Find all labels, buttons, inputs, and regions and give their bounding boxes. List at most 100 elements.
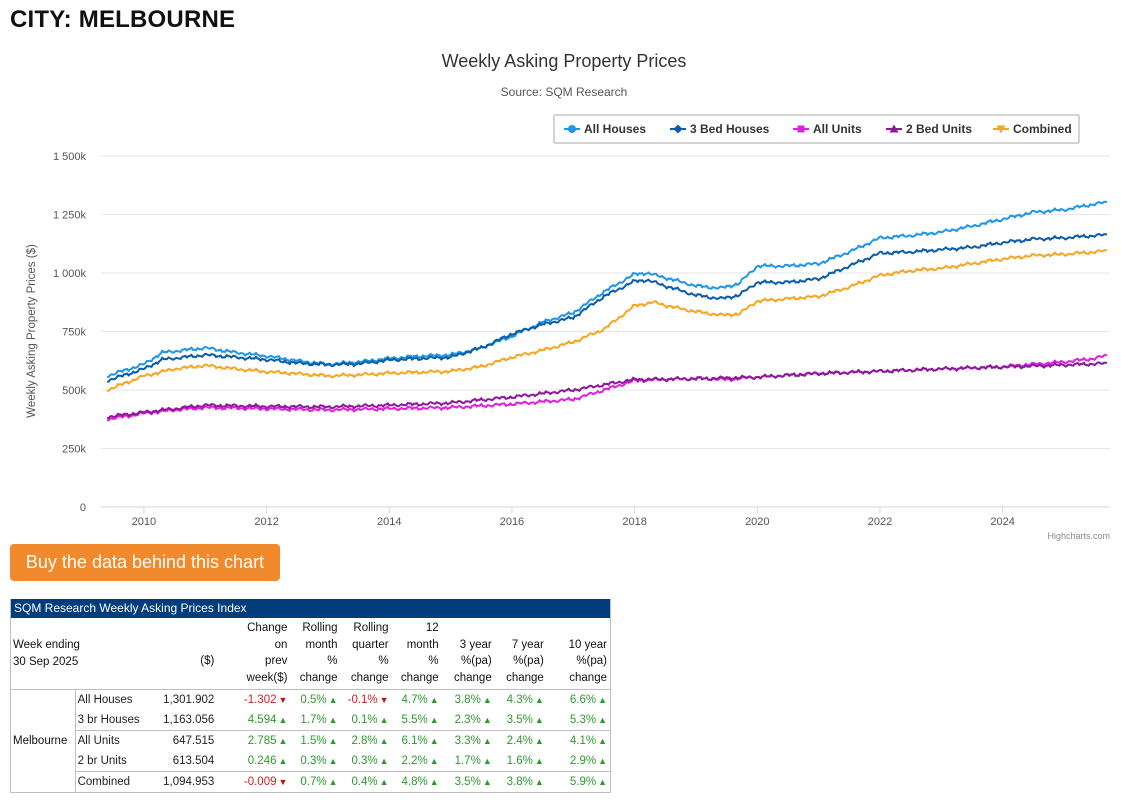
chart-series: [106, 200, 1108, 422]
row-quarter: -0.1% ▼: [340, 689, 392, 710]
value-header: ($): [144, 618, 218, 690]
row-value: 613.504: [172, 755, 215, 767]
x-tick-label: 2024: [990, 516, 1014, 528]
chart-legend: All Houses 3 Bed Houses All Units 2 Bed Uni…: [553, 114, 1080, 144]
x-tick-label: 2014: [377, 516, 401, 528]
row-3y: 2.3% ▲: [454, 714, 492, 726]
row-quarter: 0.4% ▲: [340, 771, 392, 792]
row-month: 1.5% ▲: [290, 730, 341, 751]
row-name: Combined: [74, 771, 145, 792]
table-row: 2 br Units 613.504 0.246 ▲ 0.3% ▲ 0.3% ▲ 2.2% ▲ 1.…: [11, 751, 610, 772]
row-3y: 3.3% ▲: [441, 730, 495, 751]
y-tick-label: 0: [80, 502, 86, 514]
y-tick-label: 500k: [62, 385, 86, 397]
row-7y: 3.8% ▲: [494, 771, 547, 792]
change-prev-header: Change on prev week($): [217, 618, 291, 690]
row-month: 0.3% ▲: [300, 755, 338, 767]
series-line: [106, 354, 1108, 422]
x-axis: 2010 2012 2014 2016 2018 2020 2022 2024: [132, 507, 1015, 528]
legend-item[interactable]: 2 Bed Units: [906, 122, 972, 136]
x-tick-label: 2018: [622, 516, 646, 528]
row-12m: 4.7% ▲: [391, 689, 442, 710]
row-quarter: 0.3% ▲: [351, 755, 389, 767]
price-chart: 0 250k 500k 750k 1 000k 1 250k 1 500k 2010 2012…: [26, 51, 1110, 541]
row-value: 1,094.953: [144, 771, 218, 792]
row-month: 1.7% ▲: [300, 714, 338, 726]
chart-title: Weekly Asking Property Prices: [442, 51, 687, 71]
x-tick-label: 2010: [132, 516, 156, 528]
series-line: [106, 249, 1108, 393]
row-3y: 1.7% ▲: [454, 755, 492, 767]
legend-marker: [996, 125, 1006, 134]
row-7y: 3.5% ▲: [506, 714, 544, 726]
y-tick-label: 250k: [62, 444, 86, 456]
row-12m: 5.5% ▲: [401, 714, 439, 726]
row-name: 2 br Units: [74, 751, 145, 772]
y-tick-label: 1 250k: [53, 210, 87, 222]
table-row: Melbourne All Houses 1,301.902 -1.302 ▼ 0.5% ▲…: [11, 689, 610, 792]
legend-item[interactable]: All Units: [813, 122, 862, 136]
row-month: 0.5% ▲: [290, 689, 341, 710]
legend-item[interactable]: 3 Bed Houses: [690, 122, 770, 136]
row-12m: 2.2% ▲: [401, 755, 439, 767]
series-line: [106, 233, 1108, 383]
row-name: All Houses: [74, 689, 145, 710]
week-header: Week ending 30 Sep 2025: [11, 618, 145, 690]
row-change: 0.246 ▲: [247, 755, 288, 767]
row-name: 3 br Houses: [74, 710, 145, 731]
chart-subtitle: Source: SQM Research: [501, 85, 628, 99]
row-3y: 3.8% ▲: [441, 689, 495, 710]
rolling-month-header: Rolling month% change: [290, 618, 341, 690]
row-10y: 2.9% ▲: [569, 755, 607, 767]
row-7y: 1.6% ▲: [506, 755, 544, 767]
buy-data-button[interactable]: Buy the data behind this chart: [10, 544, 280, 581]
series-line: [106, 200, 1108, 379]
12-month-header: 12 month% change: [391, 618, 442, 690]
row-name: All Units: [74, 730, 145, 751]
legend-marker: [797, 125, 805, 133]
row-7y: 2.4% ▲: [494, 730, 547, 751]
page-title: CITY: MELBOURNE: [10, 6, 236, 33]
row-quarter: 2.8% ▲: [340, 730, 392, 751]
row-12m: 4.8% ▲: [391, 771, 442, 792]
x-tick-label: 2016: [500, 516, 524, 528]
x-tick-label: 2012: [254, 516, 278, 528]
y-axis: 0 250k 500k 750k 1 000k 1 250k 1 500k: [53, 151, 87, 514]
row-7y: 4.3% ▲: [494, 689, 547, 710]
city-cell: Melbourne: [11, 689, 76, 792]
row-value: 1,301.902: [144, 689, 218, 710]
table-title: SQM Research Weekly Asking Prices Index: [11, 599, 610, 618]
legend-item[interactable]: Combined: [1013, 122, 1072, 136]
y-tick-label: 1 500k: [53, 151, 87, 163]
legend-marker: [673, 124, 683, 134]
x-tick-label: 2020: [745, 516, 769, 528]
y-axis-title: Weekly Asking Property Prices ($): [26, 244, 38, 418]
row-value: 1,163.056: [163, 714, 215, 726]
7-year-header: 7 year %(pa) change: [494, 618, 547, 690]
row-10y: 6.6% ▲: [546, 689, 610, 710]
rolling-quarter-header: Rolling quarter% change: [340, 618, 392, 690]
row-value: 647.515: [144, 730, 218, 751]
row-change: -0.009 ▼: [217, 771, 291, 792]
legend-marker: [889, 124, 899, 133]
x-tick-label: 2022: [868, 516, 892, 528]
row-3y: 3.5% ▲: [441, 771, 495, 792]
row-month: 0.7% ▲: [290, 771, 341, 792]
series-line: [107, 361, 1108, 420]
y-tick-label: 1 000k: [53, 268, 87, 280]
highcharts-credit[interactable]: Highcharts.com: [1047, 531, 1110, 541]
y-tick-label: 750k: [62, 327, 86, 339]
row-change: 2.785 ▲: [217, 730, 291, 751]
row-change: 4.594 ▲: [247, 714, 288, 726]
table-row: 3 br Houses 1,163.056 4.594 ▲ 1.7% ▲ 0.1% ▲ 5.5%…: [11, 710, 610, 731]
table-row: All Units 647.515 2.785 ▲ 1.5% ▲ 2.8% ▲ 6.1% ▲ 3.3…: [11, 730, 610, 751]
row-10y: 5.9% ▲: [546, 771, 610, 792]
row-change: -1.302 ▼: [217, 689, 291, 710]
row-12m: 6.1% ▲: [391, 730, 442, 751]
row-10y: 4.1% ▲: [546, 730, 610, 751]
10-year-header: 10 year %(pa) change: [546, 618, 610, 690]
chart-grid: [101, 155, 1110, 508]
legend-marker: [568, 125, 576, 133]
row-quarter: 0.1% ▲: [351, 714, 389, 726]
legend-item[interactable]: All Houses: [584, 122, 646, 136]
